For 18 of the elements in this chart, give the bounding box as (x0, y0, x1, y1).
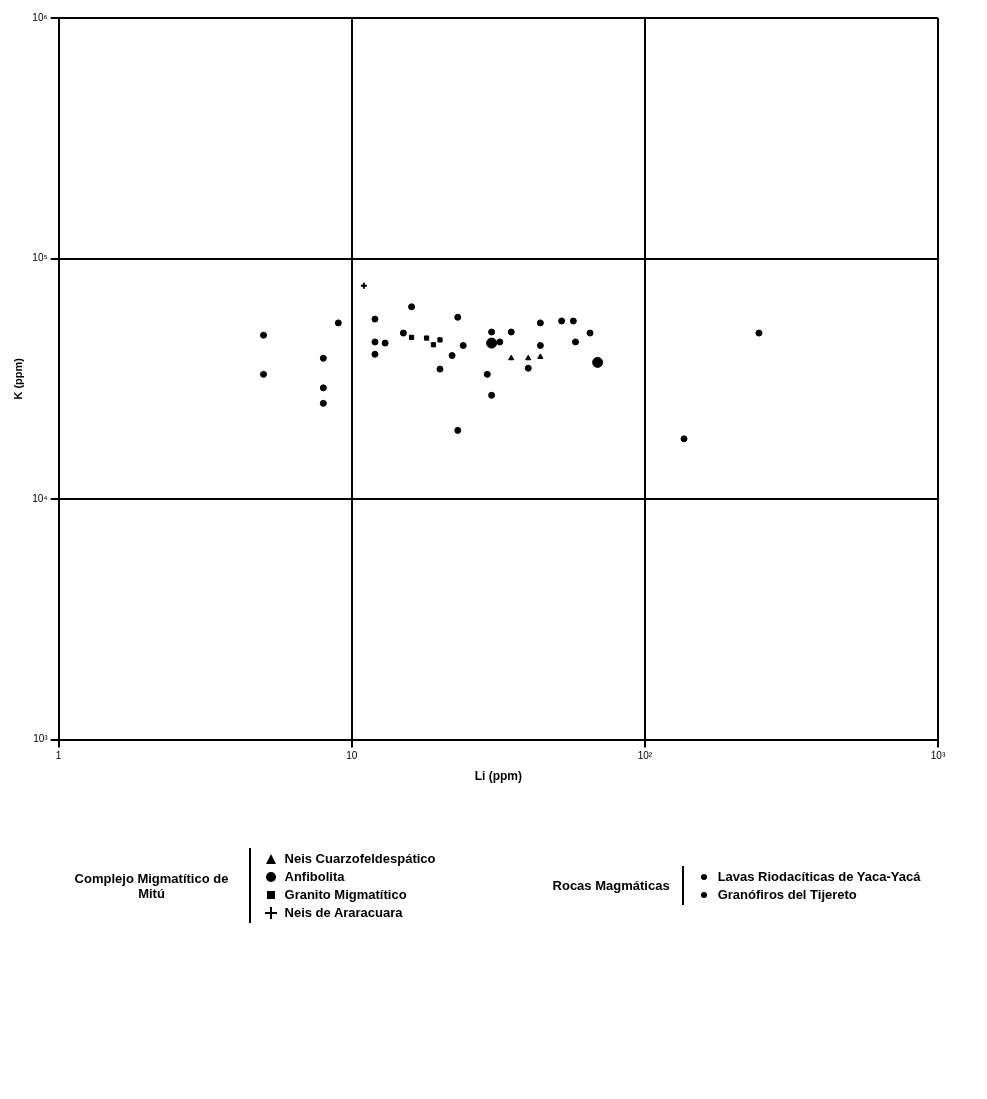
y-axis-title: K (ppm) (11, 357, 24, 400)
y-tick-label: 10⁵ (32, 252, 48, 264)
x-tick-label: 10³ (930, 750, 946, 762)
legend-label: Neis de Araracuara (284, 905, 403, 920)
legend-label: Neis Cuarzofeldespático (284, 851, 436, 866)
y-tick-label: 10⁶ (32, 11, 48, 23)
legend-label: Granito Migmatítico (284, 887, 407, 902)
text: Rocas Magmáticas (552, 878, 670, 893)
x-tick-label: 1 (55, 750, 62, 762)
legend-label: Granófiros del Tijereto (717, 887, 857, 902)
y-tick-label: 10³ (33, 733, 49, 745)
x-tick-label: 10 (346, 750, 358, 762)
legend-label: Lavas Riodacíticas de Yaca-Yacá (717, 869, 921, 884)
x-tick-label: 10² (637, 750, 653, 762)
y-tick-label: 10⁴ (32, 492, 48, 504)
legend-label: Anfibolita (284, 869, 345, 884)
text: Complejo Migmatítico de Mitú (73, 870, 230, 901)
x-axis-title: Li (ppm) (474, 769, 522, 784)
